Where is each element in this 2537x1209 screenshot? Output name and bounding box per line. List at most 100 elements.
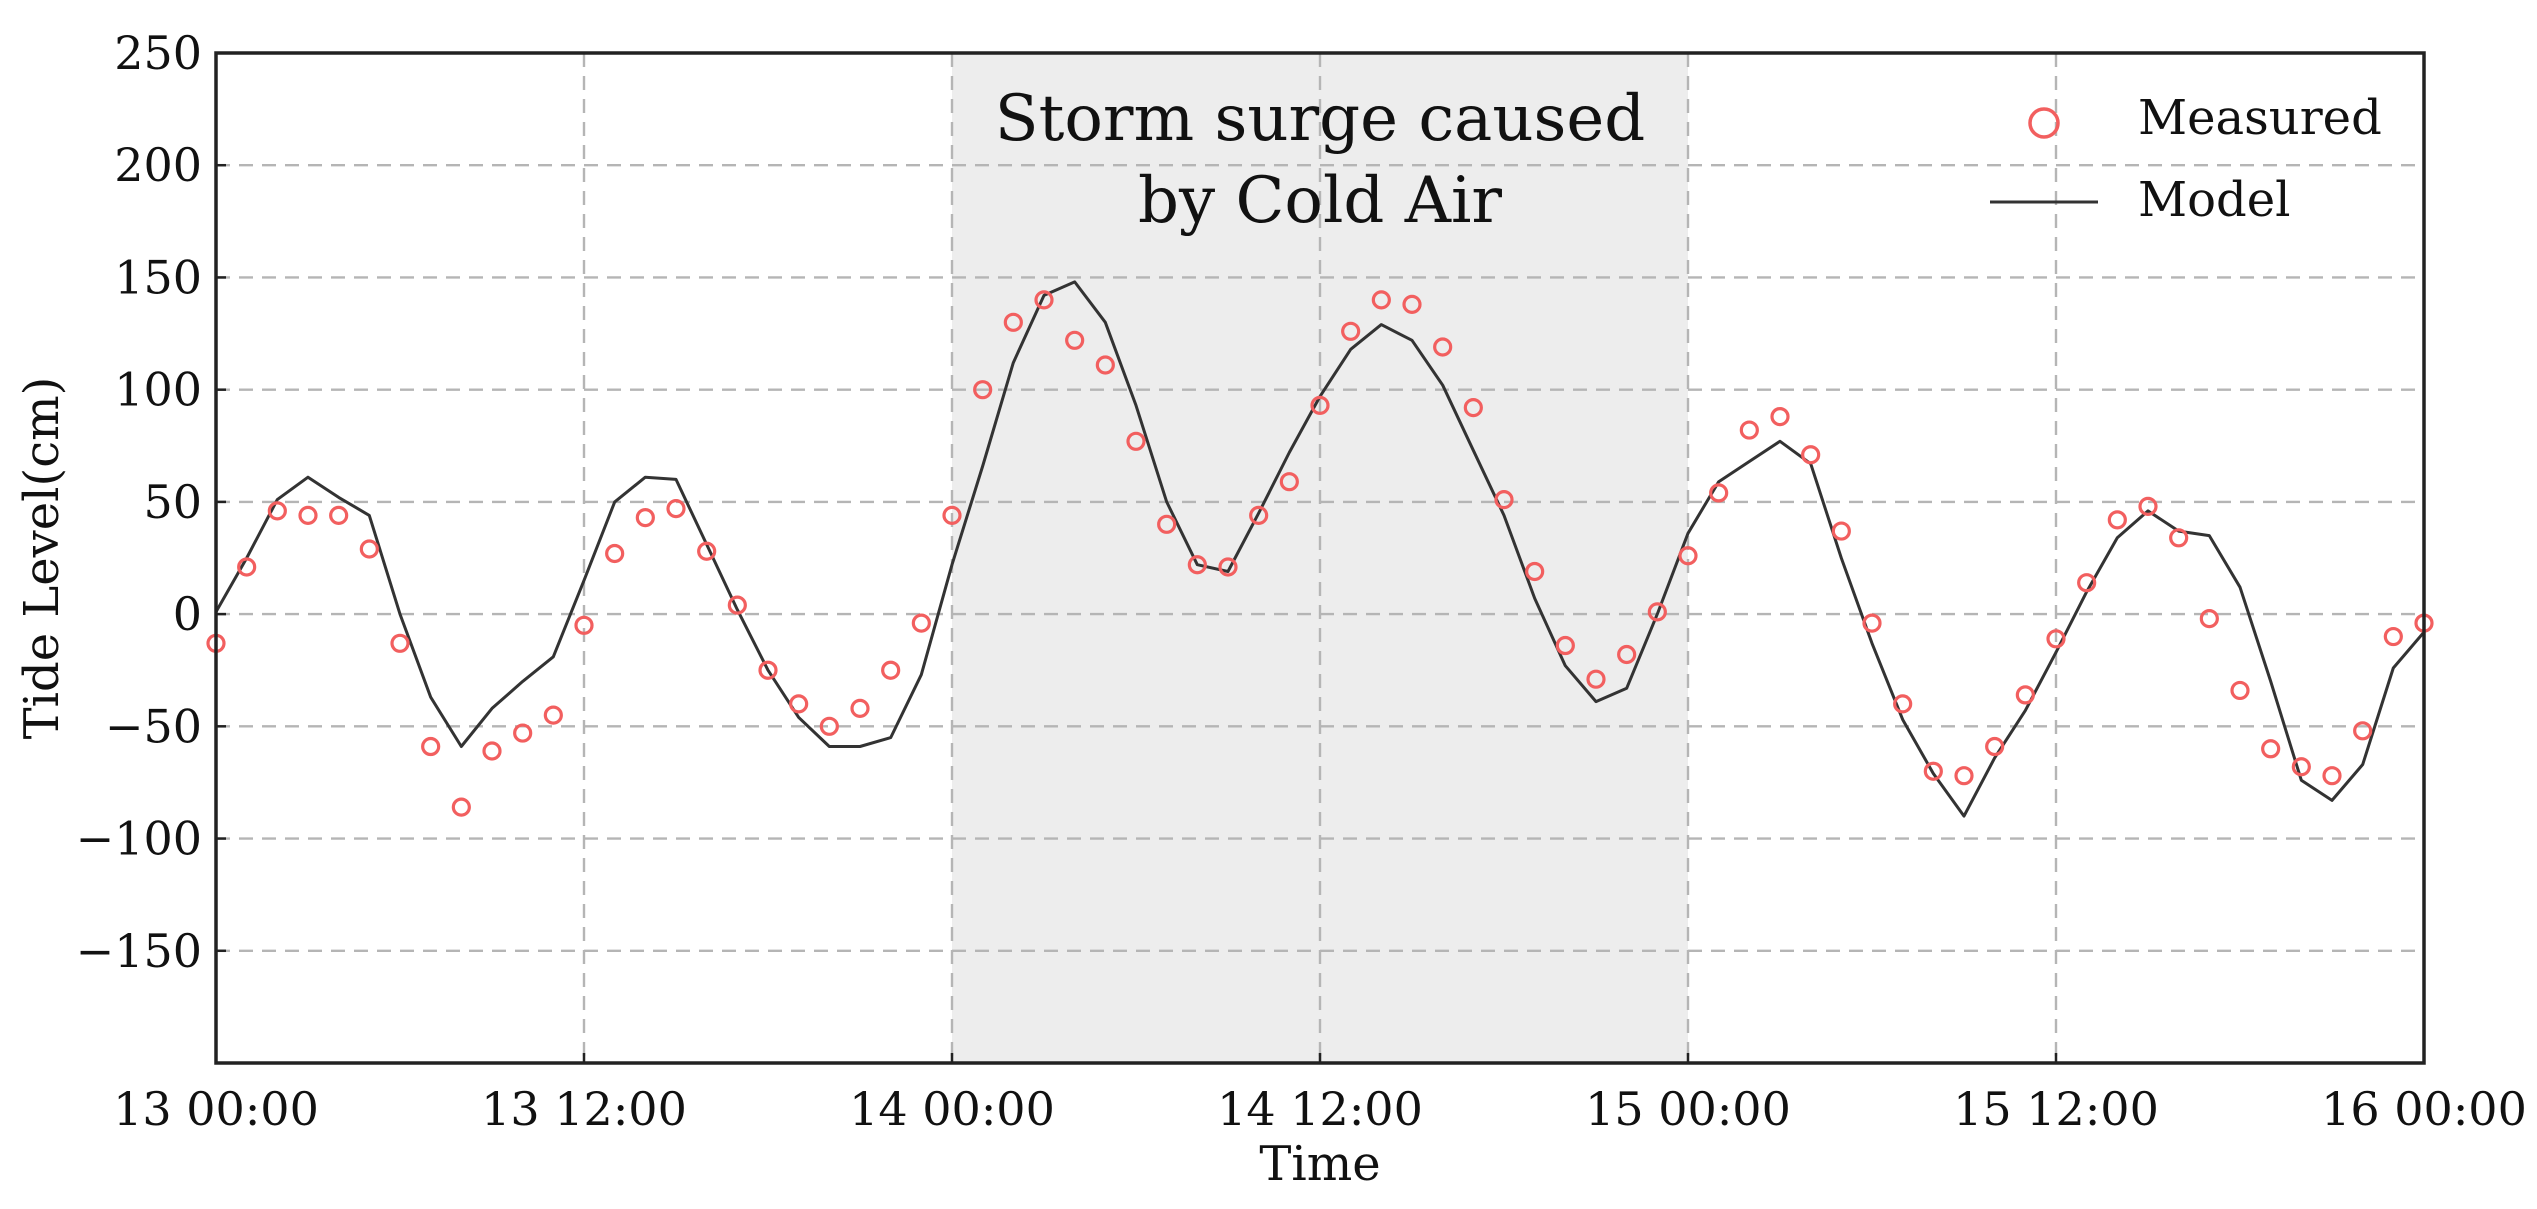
measured-point xyxy=(513,723,533,743)
measured-point xyxy=(1494,490,1514,510)
measured-point xyxy=(1157,514,1177,534)
measured-point xyxy=(2015,685,2035,705)
measured-point xyxy=(329,505,349,525)
measured-point xyxy=(1954,766,1974,786)
measured-point xyxy=(942,505,962,525)
y-tick-label: −100 xyxy=(76,812,202,866)
measured-point xyxy=(2138,496,2158,516)
measured-point xyxy=(727,595,747,615)
measured-point xyxy=(2199,608,2219,629)
measured-point xyxy=(359,539,379,559)
x-tick-label: 13 12:00 xyxy=(481,1082,687,1136)
legend-model-label: Model xyxy=(2138,172,2291,228)
measured-point xyxy=(1371,290,1391,310)
measured-point xyxy=(1923,761,1943,781)
grid-layer xyxy=(216,53,2424,1063)
x-tick-label: 16 00:00 xyxy=(2321,1082,2527,1136)
measured-point xyxy=(390,633,410,653)
measured-point xyxy=(635,507,655,528)
measured-point xyxy=(697,541,717,561)
x-tick-label: 15 00:00 xyxy=(1585,1082,1791,1136)
measured-point xyxy=(1862,613,1882,633)
measured-point xyxy=(1126,431,1146,451)
x-axis-title: Time xyxy=(1259,1136,1380,1192)
measured-point xyxy=(1985,736,2005,757)
measured-point xyxy=(1739,420,1759,440)
y-tick-label: 150 xyxy=(114,250,202,304)
storm-surge-annotation-line-2: by Cold Air xyxy=(1138,164,1502,238)
measured-point xyxy=(1341,321,1361,341)
y-tick-label: 50 xyxy=(143,475,202,529)
measured-point xyxy=(237,557,257,577)
measured-point xyxy=(850,698,870,718)
measured-point xyxy=(1187,555,1207,575)
legend-measured-label: Measured xyxy=(2138,90,2382,146)
measured-point xyxy=(2169,528,2189,548)
measured-point xyxy=(2230,680,2250,701)
x-tick-label: 14 00:00 xyxy=(849,1082,1055,1136)
measured-point xyxy=(1709,483,1729,503)
y-tick-label: −150 xyxy=(76,924,202,978)
measured-point xyxy=(1463,398,1483,418)
measured-point xyxy=(2077,573,2097,593)
measured-point xyxy=(1831,521,1851,541)
y-tick-label: 250 xyxy=(114,26,202,80)
measured-point xyxy=(2353,721,2373,741)
measured-point xyxy=(1647,602,1667,622)
measured-point xyxy=(911,613,931,633)
x-axis-ticks: 13 00:00 13 12:00 14 00:00 14 12:00 15 00:00… xyxy=(113,1053,2527,1136)
measured-point xyxy=(789,694,809,714)
y-tick-label: 0 xyxy=(173,587,202,641)
y-axis-title: Tide Level(cm) xyxy=(14,377,70,740)
measured-point xyxy=(2322,766,2342,786)
measured-point xyxy=(1402,294,1422,314)
measured-point xyxy=(1034,290,1054,310)
measured-point xyxy=(1617,644,1637,665)
x-tick-label: 13 00:00 xyxy=(113,1082,319,1136)
x-tick-label: 15 12:00 xyxy=(1953,1082,2159,1136)
measured-point xyxy=(1678,546,1698,566)
measured-point xyxy=(1433,337,1453,357)
measured-series-layer xyxy=(206,290,2434,817)
storm-surge-annotation-line-1: Storm surge caused xyxy=(995,82,1645,156)
measured-point xyxy=(298,505,318,525)
measured-point xyxy=(1770,407,1790,427)
measured-point xyxy=(666,499,686,519)
measured-point xyxy=(1310,395,1330,415)
measured-point xyxy=(1279,472,1299,492)
measured-point xyxy=(421,736,441,757)
measured-point xyxy=(2046,629,2066,649)
y-tick-label: 200 xyxy=(114,138,202,192)
measured-point xyxy=(758,660,778,680)
measured-point xyxy=(2383,626,2403,647)
y-axis-ticks: −150 −100 −50 0 50 100 150 200 250 xyxy=(76,26,226,978)
legend-measured-marker xyxy=(2028,107,2060,139)
measured-point xyxy=(1801,445,1821,465)
measured-point xyxy=(881,660,901,680)
x-tick-label: 14 12:00 xyxy=(1217,1082,1423,1136)
measured-point xyxy=(1218,557,1238,577)
measured-point xyxy=(574,615,594,635)
measured-point xyxy=(2107,510,2127,530)
measured-point xyxy=(482,741,502,761)
measured-point xyxy=(605,543,625,564)
legend: Measured Model xyxy=(1990,90,2382,228)
measured-point xyxy=(543,705,563,725)
y-tick-label: 100 xyxy=(114,363,202,417)
measured-point xyxy=(267,501,287,521)
measured-point xyxy=(1525,561,1545,582)
measured-point xyxy=(1586,669,1606,689)
measured-point xyxy=(1249,505,1269,525)
y-tick-label: −50 xyxy=(105,699,202,753)
measured-point xyxy=(1095,355,1115,375)
measured-point xyxy=(1065,330,1085,350)
measured-point xyxy=(451,797,471,817)
measured-point xyxy=(1555,635,1575,656)
measured-point xyxy=(819,716,839,736)
measured-point xyxy=(973,380,993,400)
measured-point xyxy=(1893,694,1913,714)
measured-point xyxy=(1003,312,1023,332)
measured-point xyxy=(2291,757,2311,777)
measured-point xyxy=(2261,739,2281,759)
